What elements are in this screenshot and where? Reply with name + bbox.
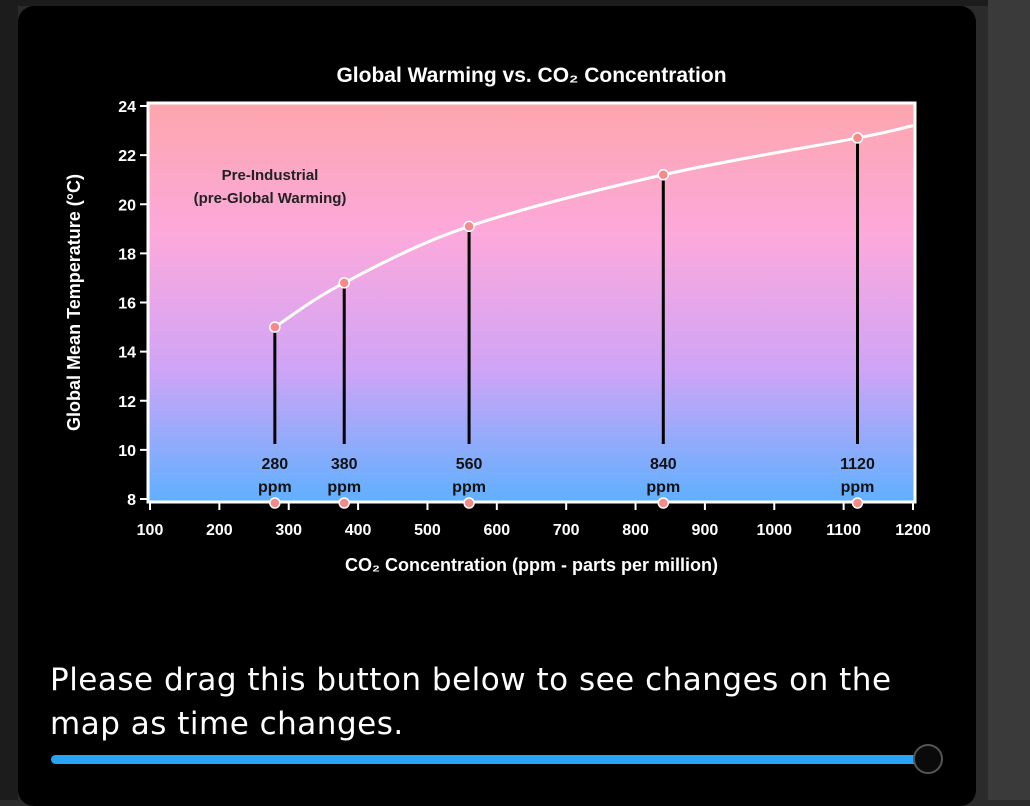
data-point-560 [463, 220, 475, 233]
marker-label-value: 560 [456, 456, 483, 473]
y-tick-label: 16 [118, 296, 136, 313]
baseline-dot-380 [338, 497, 350, 509]
data-point-380 [338, 277, 350, 289]
window-left-edge [0, 0, 18, 800]
time-slider-thumb[interactable] [913, 744, 943, 774]
data-point-280 [269, 321, 281, 333]
marker-label-unit: ppm [258, 479, 292, 496]
scrollbar-gutter [988, 0, 1030, 800]
y-tick-label: 14 [118, 345, 136, 362]
marker-label-unit: ppm [452, 479, 486, 496]
pre-industrial-annotation-sub: (pre-Global Warming) [194, 190, 347, 207]
data-point-840 [657, 169, 670, 181]
chart: Global Warming vs. CO₂ Concentration 8 10 1… [18, 6, 976, 606]
x-axis-label: CO₂ Concentration (ppm - parts per milli… [345, 555, 718, 575]
x-tick-label: 600 [483, 522, 510, 539]
x-tick-label: 800 [622, 522, 649, 539]
data-point-1120 [851, 132, 864, 144]
marker-label-value: 380 [331, 456, 358, 473]
instruction-text: Please drag this button below to see cha… [50, 662, 892, 742]
x-tick-label: 200 [206, 522, 233, 539]
baseline-dot-280 [269, 497, 281, 509]
x-tick-label: 400 [345, 522, 372, 539]
x-tick-label: 1000 [756, 522, 792, 539]
y-axis-label: Global Mean Temperature (°C) [64, 174, 84, 431]
x-tick-label: 100 [137, 522, 164, 539]
y-tick-label: 20 [118, 197, 136, 214]
y-tick-label: 10 [118, 443, 136, 460]
plot-background [146, 101, 917, 504]
pre-industrial-annotation: Pre-Industrial [222, 167, 319, 184]
marker-label-value: 840 [650, 456, 677, 473]
chart-panel: Global Warming vs. CO₂ Concentration 8 10 1… [18, 6, 976, 806]
y-tick-label: 22 [118, 148, 136, 165]
x-tick-label: 700 [553, 522, 580, 539]
window-top-edge [0, 0, 1030, 6]
chart-title: Global Warming vs. CO₂ Concentration [336, 64, 726, 87]
marker-label-unit: ppm [646, 479, 680, 496]
y-tick-label: 18 [118, 246, 136, 263]
time-slider-track[interactable] [51, 755, 931, 764]
baseline-dot-840 [657, 497, 670, 509]
baseline-dot-1120 [851, 497, 864, 509]
marker-label-value: 1120 [840, 456, 875, 473]
marker-label-unit: ppm [327, 479, 361, 496]
x-tick-label: 300 [275, 522, 302, 539]
y-tick-label: 8 [127, 492, 136, 509]
marker-label-unit: ppm [841, 479, 875, 496]
x-tick-label: 1200 [895, 522, 931, 539]
marker-label-value: 280 [262, 456, 289, 473]
x-tick-label: 500 [414, 522, 441, 539]
baseline-dot-560 [463, 497, 475, 509]
x-tick-label: 1100 [826, 522, 861, 539]
chart-svg: Global Warming vs. CO₂ Concentration 8 10 1… [64, 64, 931, 575]
x-tick-label: 900 [692, 522, 719, 539]
y-tick-label: 12 [118, 394, 136, 411]
y-tick-label: 24 [118, 99, 136, 116]
